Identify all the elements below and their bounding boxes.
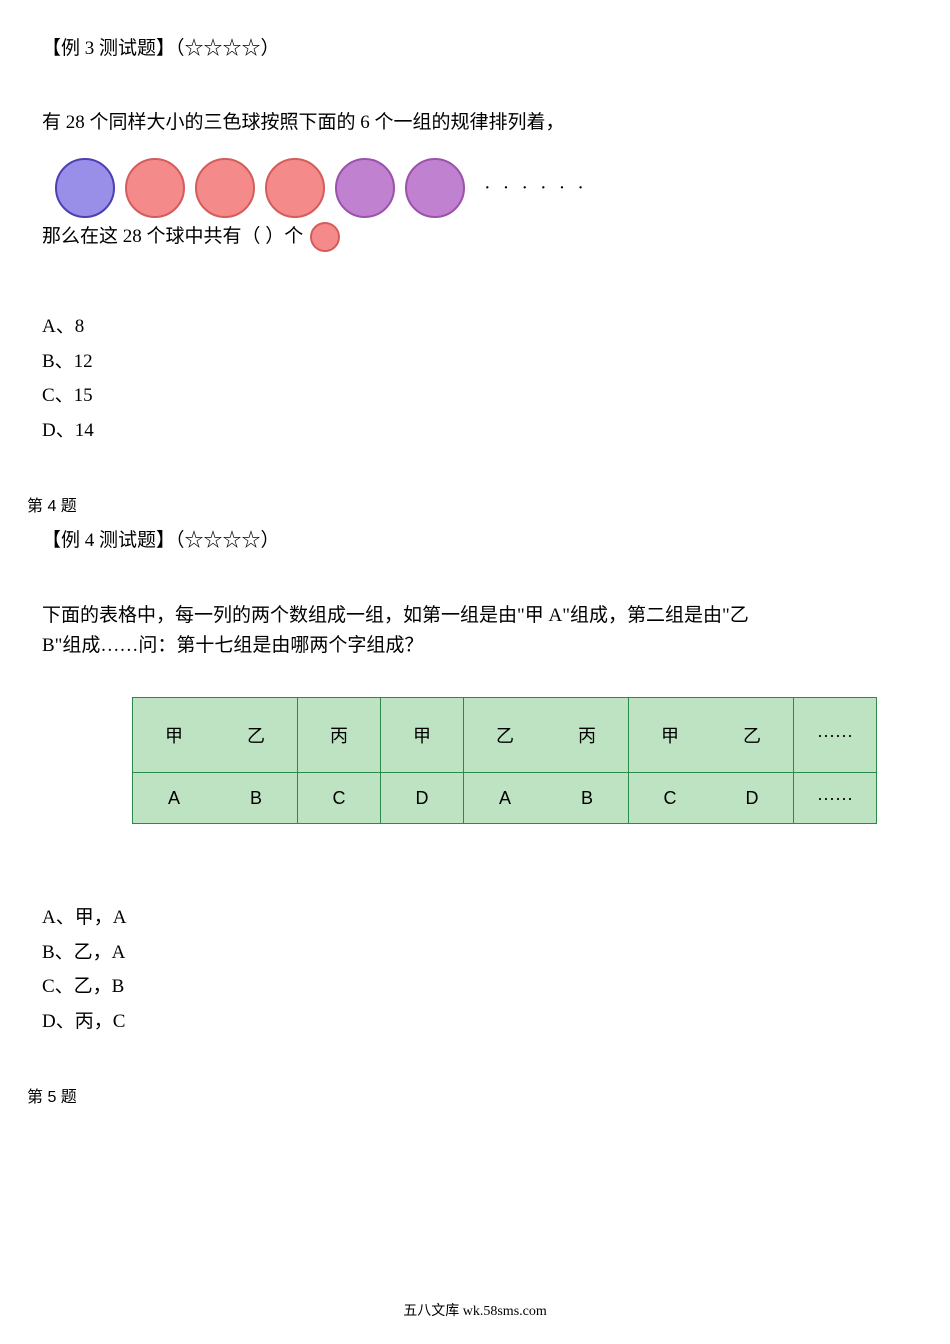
page: 【例 3 测试题】（☆☆☆☆） 有 28 个同样大小的三色球按照下面的 6 个一… xyxy=(0,0,950,1344)
ball-4-icon xyxy=(260,157,330,219)
q3-title: 【例 3 测试题】（☆☆☆☆） xyxy=(42,35,908,64)
q4-cell-r1-c1: 乙 xyxy=(215,698,298,773)
q3-option-c: C、15 xyxy=(42,382,908,411)
q4-cell-r1-c8: ······ xyxy=(794,698,877,773)
q4-option-d: D、丙，C xyxy=(42,1008,908,1037)
q4-body-line1: 下面的表格中，每一列的两个数组成一组，如第一组是由"甲 A"组成，第二组是由"乙 xyxy=(42,601,908,631)
q4-table: 甲乙丙甲乙丙甲乙······ABCDABCD······ xyxy=(132,697,877,824)
q4-cell-r1-c4: 乙 xyxy=(464,698,547,773)
q4-option-c: C、乙，B xyxy=(42,973,908,1002)
q3-body-line1: 有 28 个同样大小的三色球按照下面的 6 个一组的规律排列着， xyxy=(42,109,908,138)
q4-title: 【例 4 测试题】（☆☆☆☆） xyxy=(42,527,908,556)
q4-cell-r1-c7: 乙 xyxy=(711,698,794,773)
q4-cell-r2-c6: C xyxy=(629,773,712,824)
q4-cell-r2-c3: D xyxy=(381,773,464,824)
q3-option-b: B、12 xyxy=(42,348,908,377)
q4-cell-r1-c3: 甲 xyxy=(381,698,464,773)
q4-cell-r1-c5: 丙 xyxy=(546,698,629,773)
q3-body2-text: 那么在这 28 个球中共有（ ）个 xyxy=(42,223,303,252)
q4-option-b: B、乙，A xyxy=(42,939,908,968)
q4-body: 下面的表格中，每一列的两个数组成一组，如第一组是由"甲 A"组成，第二组是由"乙… xyxy=(42,601,908,662)
q4-cell-r1-c0: 甲 xyxy=(133,698,216,773)
q4-cell-r2-c2: C xyxy=(298,773,381,824)
q4-table-wrap: 甲乙丙甲乙丙甲乙······ABCDABCD······ xyxy=(132,697,908,824)
ball-5-icon xyxy=(330,157,400,219)
q3-balls-row: ······ xyxy=(50,157,908,219)
ball-6-icon xyxy=(400,157,470,219)
q4-cell-r2-c7: D xyxy=(711,773,794,824)
q3-options: A、8 B、12 C、15 D、14 xyxy=(42,313,908,445)
q3-option-d: D、14 xyxy=(42,417,908,446)
q4-cell-r2-c8: ······ xyxy=(794,773,877,824)
q4-options: A、甲，A B、乙，A C、乙，B D、丙，C xyxy=(42,904,908,1036)
q4-cell-r2-c1: B xyxy=(215,773,298,824)
q4-cell-r2-c4: A xyxy=(464,773,547,824)
ball-1-icon xyxy=(50,157,120,219)
q3-body-line2: 那么在这 28 个球中共有（ ）个 xyxy=(42,221,908,253)
q4-section-label: 第 4 题 xyxy=(27,495,908,519)
q3-small-ball xyxy=(309,221,341,253)
q4-body-line2: B"组成……问：第十七组是由哪两个字组成？ xyxy=(42,631,908,661)
q4-cell-r2-c5: B xyxy=(546,773,629,824)
q3-option-a: A、8 xyxy=(42,313,908,342)
q4-cell-r1-c2: 丙 xyxy=(298,698,381,773)
page-footer: 五八文库 wk.58sms.com xyxy=(0,1300,950,1320)
q4-cell-r1-c6: 甲 xyxy=(629,698,712,773)
q4-cell-r2-c0: A xyxy=(133,773,216,824)
q4-option-a: A、甲，A xyxy=(42,904,908,933)
q5-section-label: 第 5 题 xyxy=(27,1086,908,1110)
ball-3-icon xyxy=(190,157,260,219)
trailing-dots: ······ xyxy=(484,177,596,200)
ball-2-icon xyxy=(120,157,190,219)
